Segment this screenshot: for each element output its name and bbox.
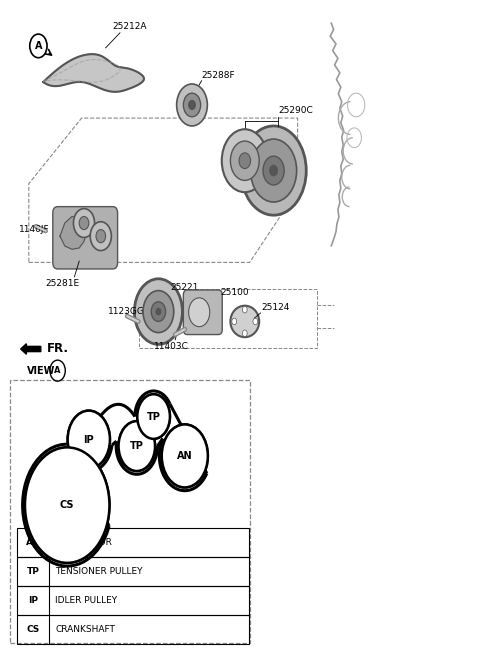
Circle shape (162, 424, 208, 487)
Text: 25281E: 25281E (46, 279, 80, 288)
Text: TENSIONER PULLEY: TENSIONER PULLEY (55, 567, 143, 576)
Text: 25290C: 25290C (278, 106, 313, 115)
Text: TP: TP (130, 441, 144, 451)
Text: TP: TP (27, 567, 39, 576)
Text: CS: CS (60, 500, 74, 510)
Circle shape (68, 411, 110, 468)
Circle shape (25, 447, 109, 563)
Circle shape (251, 139, 297, 202)
Circle shape (183, 93, 201, 117)
Text: AN: AN (177, 451, 192, 461)
Text: 11403C: 11403C (155, 342, 189, 352)
Circle shape (156, 308, 161, 315)
Text: CS: CS (26, 625, 40, 634)
Circle shape (241, 126, 306, 215)
Text: 1140JF: 1140JF (19, 225, 50, 234)
Text: 25212A: 25212A (112, 22, 147, 31)
Text: FR.: FR. (47, 342, 69, 356)
Text: TP: TP (147, 411, 160, 422)
Circle shape (79, 216, 89, 230)
Ellipse shape (230, 306, 259, 337)
Text: AN: AN (26, 538, 40, 547)
Bar (17, 586, 249, 615)
Circle shape (73, 209, 95, 237)
Polygon shape (43, 54, 144, 92)
Circle shape (119, 421, 155, 471)
Circle shape (239, 153, 251, 169)
Text: TP: TP (147, 411, 160, 422)
Circle shape (230, 141, 259, 180)
Text: ALTERNATOR: ALTERNATOR (55, 538, 113, 547)
FancyBboxPatch shape (53, 207, 118, 269)
Circle shape (270, 165, 277, 176)
Bar (10, 380, 250, 643)
Text: A: A (35, 41, 42, 51)
Bar (17, 615, 249, 644)
FancyBboxPatch shape (183, 290, 222, 335)
Circle shape (137, 394, 170, 439)
Text: CRANKSHAFT: CRANKSHAFT (55, 625, 115, 634)
Bar (17, 557, 249, 586)
Circle shape (232, 318, 237, 325)
Text: TP: TP (130, 441, 144, 451)
Text: 25100: 25100 (221, 287, 250, 297)
Text: IDLER PULLEY: IDLER PULLEY (55, 596, 117, 605)
Text: AN: AN (177, 451, 192, 461)
Text: 1123GG: 1123GG (108, 307, 145, 316)
Circle shape (90, 222, 111, 251)
Circle shape (134, 279, 182, 344)
Circle shape (162, 424, 208, 487)
Circle shape (189, 100, 195, 110)
Circle shape (143, 291, 174, 333)
Text: 25221: 25221 (170, 283, 199, 292)
FancyArrow shape (21, 344, 41, 354)
Text: 25288F: 25288F (202, 71, 235, 80)
Text: CS: CS (60, 500, 74, 510)
Text: VIEW: VIEW (27, 365, 56, 376)
Circle shape (137, 394, 170, 439)
Circle shape (177, 84, 207, 126)
Circle shape (151, 302, 166, 321)
Circle shape (242, 330, 247, 337)
Text: IP: IP (84, 434, 94, 445)
Circle shape (25, 447, 109, 563)
Text: IP: IP (84, 434, 94, 445)
Text: IP: IP (28, 596, 38, 605)
Circle shape (253, 318, 258, 325)
Text: 25124: 25124 (262, 302, 290, 312)
Circle shape (222, 129, 268, 192)
Circle shape (119, 421, 155, 471)
Circle shape (263, 156, 284, 185)
Circle shape (68, 411, 110, 468)
Text: A: A (54, 366, 61, 375)
Circle shape (96, 230, 106, 243)
Circle shape (189, 298, 210, 327)
Bar (17, 528, 249, 557)
Polygon shape (60, 216, 86, 249)
Circle shape (242, 306, 247, 313)
